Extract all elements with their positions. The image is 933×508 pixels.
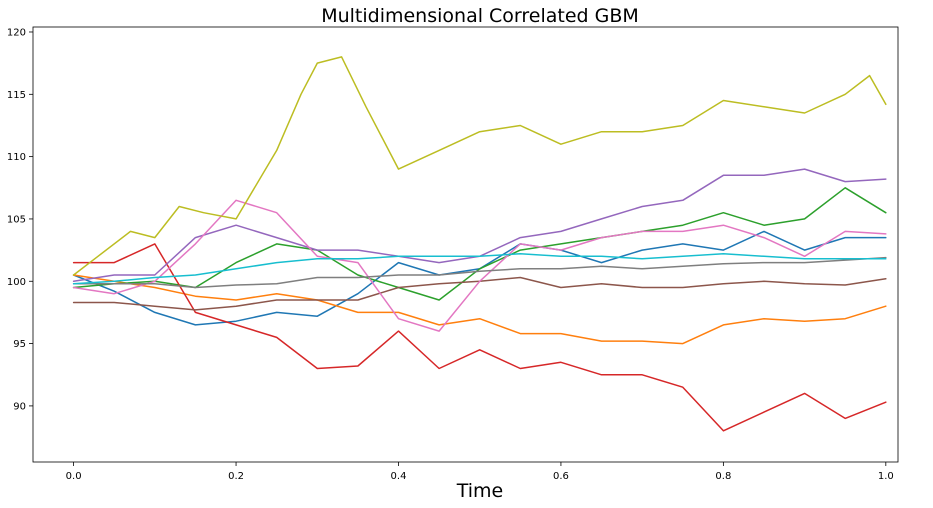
- x-axis: 0.0 0.2 0.4 0.6 0.8 1.0: [66, 462, 894, 482]
- chart-title: Multidimensional Correlated GBM: [321, 5, 639, 27]
- x-tick-label: 0.6: [553, 471, 569, 482]
- series-line-7: [72, 199, 887, 332]
- series-line-4: [72, 243, 887, 432]
- x-axis-label: Time: [456, 480, 504, 502]
- y-tick-label: 100: [7, 277, 26, 288]
- x-tick-label: 0.4: [391, 471, 407, 482]
- x-tick-label: 1.0: [878, 471, 894, 482]
- y-tick-label: 110: [7, 152, 26, 163]
- y-tick-label: 115: [7, 90, 26, 101]
- series-line-1: [72, 230, 887, 326]
- plot-area-frame: [32, 26, 899, 463]
- y-axis: 90 95 100 105 110 115 120: [7, 27, 33, 412]
- y-tick-label: 90: [13, 401, 26, 412]
- series-line-9: [72, 56, 887, 276]
- series-line-3: [72, 187, 887, 301]
- series-line-8: [72, 256, 887, 289]
- series-line-10: [72, 253, 887, 285]
- series-line-2: [72, 274, 887, 345]
- series-layer: [72, 56, 887, 432]
- x-tick-label: 0.2: [228, 471, 244, 482]
- y-tick-label: 95: [13, 339, 26, 350]
- y-tick-label: 120: [7, 27, 26, 38]
- y-tick-label: 105: [7, 214, 26, 225]
- x-tick-label: 0.8: [715, 471, 731, 482]
- x-tick-label: 0.0: [66, 471, 82, 482]
